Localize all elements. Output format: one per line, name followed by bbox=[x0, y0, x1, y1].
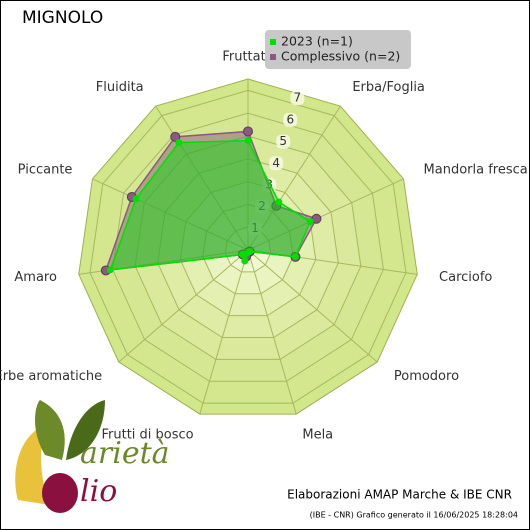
data-point bbox=[175, 139, 183, 147]
axis-label: Mandorla fresca bbox=[424, 162, 528, 177]
axis-label: Amaro bbox=[14, 270, 57, 285]
axis-label: Erbe aromatiche bbox=[0, 369, 102, 384]
footer: Elaborazioni AMAP Marche & IBE CNR bbox=[287, 488, 512, 502]
tick-label-bg bbox=[290, 91, 305, 106]
data-point bbox=[275, 198, 283, 206]
axis-label: Pomodoro bbox=[394, 369, 459, 384]
series-area bbox=[109, 139, 312, 271]
plot bbox=[100, 126, 322, 276]
legend-swatch bbox=[270, 39, 276, 45]
logo-olive bbox=[42, 473, 78, 513]
data-point bbox=[106, 266, 114, 274]
spoke bbox=[199, 249, 249, 415]
data-point bbox=[170, 131, 181, 142]
data-point bbox=[243, 126, 253, 137]
r-tick-label: 7 bbox=[293, 91, 301, 105]
data-point bbox=[245, 248, 253, 256]
axis-label: Fruttato bbox=[222, 50, 273, 65]
axis-label: Piccante bbox=[18, 162, 73, 177]
legend-label: Complessivo (n=2) bbox=[281, 49, 400, 64]
axis-label: Erba/Foglia bbox=[352, 80, 425, 95]
axis-label: Carciofo bbox=[439, 270, 492, 285]
logo-text: arietà bbox=[80, 436, 170, 471]
logo: arietà lio bbox=[15, 400, 170, 513]
spoke bbox=[247, 249, 378, 363]
tick-label-bg bbox=[283, 112, 298, 127]
chart-title: MIGNOLO bbox=[22, 8, 103, 28]
data-point bbox=[306, 218, 314, 226]
data-point bbox=[132, 195, 140, 203]
data-point bbox=[244, 137, 252, 145]
footnote: (IBE - CNR) Grafico generato il 16/06/20… bbox=[310, 511, 518, 520]
r-tick-label: 3 bbox=[265, 177, 273, 191]
legend: 2023 (n=1)Complessivo (n=2) bbox=[270, 34, 400, 64]
r-tick-label: 6 bbox=[286, 112, 294, 126]
legend-swatch bbox=[270, 54, 276, 60]
tick-label-bg bbox=[269, 156, 284, 171]
logo-leaf bbox=[66, 400, 105, 460]
spoke bbox=[118, 249, 249, 363]
logo-leaf bbox=[35, 400, 65, 460]
r-tick-label: 5 bbox=[279, 134, 287, 148]
data-point bbox=[241, 257, 249, 265]
legend-box bbox=[265, 30, 411, 69]
r-tick-label: 4 bbox=[272, 156, 280, 170]
legend-label: 2023 (n=1) bbox=[281, 34, 353, 49]
axis-label: Fluidita bbox=[96, 80, 144, 95]
axis-label: Mela bbox=[302, 428, 333, 443]
logo-text: lio bbox=[80, 474, 117, 509]
spoke bbox=[247, 249, 297, 415]
data-point bbox=[239, 250, 247, 258]
data-point bbox=[291, 253, 299, 261]
axis-label: Frutti di bosco bbox=[101, 428, 193, 443]
tick-label-bg bbox=[276, 134, 291, 149]
